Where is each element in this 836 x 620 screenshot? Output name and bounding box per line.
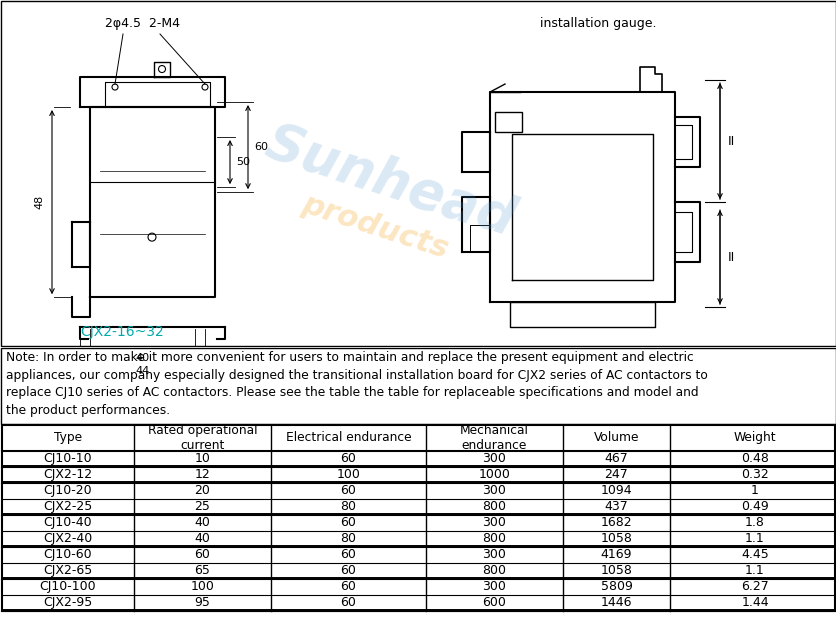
Text: 60: 60 — [340, 516, 356, 529]
Text: 60: 60 — [340, 580, 356, 593]
Text: 300: 300 — [482, 484, 506, 497]
Text: 1.1: 1.1 — [744, 533, 764, 546]
Text: 100: 100 — [336, 468, 360, 481]
Text: 25: 25 — [194, 500, 210, 513]
Text: CJX2-25: CJX2-25 — [43, 500, 93, 513]
Text: 1682: 1682 — [600, 516, 631, 529]
Text: Note: In order to make it more convenient for users to maintain and replace the : Note: In order to make it more convenien… — [6, 351, 707, 417]
Text: CJ10-60: CJ10-60 — [43, 549, 92, 562]
Text: 60: 60 — [340, 596, 356, 609]
Text: installation gauge.: installation gauge. — [539, 17, 655, 30]
Text: 4.45: 4.45 — [740, 549, 768, 562]
Text: 0.49: 0.49 — [740, 500, 768, 513]
Text: Electrical endurance: Electrical endurance — [285, 432, 410, 445]
Text: 10: 10 — [194, 453, 210, 466]
Text: Volume: Volume — [593, 432, 639, 445]
Text: 0.32: 0.32 — [740, 468, 768, 481]
Text: CJ10-10: CJ10-10 — [43, 453, 92, 466]
Text: 800: 800 — [482, 500, 506, 513]
Text: products: products — [298, 190, 451, 265]
Text: 1000: 1000 — [478, 468, 510, 481]
Text: 1094: 1094 — [600, 484, 631, 497]
Text: 800: 800 — [482, 533, 506, 546]
Text: 60: 60 — [194, 549, 210, 562]
Text: 467: 467 — [604, 453, 628, 466]
Text: 300: 300 — [482, 453, 506, 466]
Text: Mechanical
endurance: Mechanical endurance — [460, 424, 528, 452]
Text: 5809: 5809 — [600, 580, 632, 593]
Text: 20: 20 — [194, 484, 210, 497]
Text: 300: 300 — [482, 580, 506, 593]
Text: 80: 80 — [340, 533, 356, 546]
Text: 800: 800 — [482, 564, 506, 577]
Text: 40: 40 — [194, 516, 210, 529]
Text: 1058: 1058 — [600, 533, 632, 546]
Text: Sunhead: Sunhead — [258, 117, 521, 247]
Text: CJX2-95: CJX2-95 — [43, 596, 93, 609]
Text: 48: 48 — [34, 195, 44, 209]
Text: 1446: 1446 — [600, 596, 631, 609]
Text: 247: 247 — [604, 468, 628, 481]
Text: 60: 60 — [340, 453, 356, 466]
Text: Weight: Weight — [733, 432, 775, 445]
Text: 60: 60 — [340, 484, 356, 497]
Text: 2φ4.5  2-M4: 2φ4.5 2-M4 — [104, 17, 180, 30]
Text: 1: 1 — [750, 484, 758, 497]
Text: CJX2-65: CJX2-65 — [43, 564, 93, 577]
Text: 60: 60 — [253, 142, 268, 152]
Text: II: II — [727, 135, 734, 148]
Text: 95: 95 — [194, 596, 210, 609]
Text: 1.1: 1.1 — [744, 564, 764, 577]
Text: 100: 100 — [191, 580, 214, 593]
Text: 44: 44 — [135, 366, 150, 376]
Text: Rated operational
current: Rated operational current — [148, 424, 257, 452]
Text: 80: 80 — [340, 500, 356, 513]
Text: 600: 600 — [482, 596, 506, 609]
Text: 50: 50 — [236, 157, 250, 167]
Text: 65: 65 — [194, 564, 210, 577]
Text: CJ10-20: CJ10-20 — [43, 484, 92, 497]
Text: 6.27: 6.27 — [740, 580, 768, 593]
Text: 437: 437 — [604, 500, 628, 513]
Text: 1.8: 1.8 — [744, 516, 764, 529]
Text: 60: 60 — [340, 564, 356, 577]
Text: Type: Type — [54, 432, 82, 445]
Text: 300: 300 — [482, 549, 506, 562]
Text: CJX2-16~32: CJX2-16~32 — [80, 326, 164, 339]
Text: 1.44: 1.44 — [741, 596, 768, 609]
Text: CJ10-40: CJ10-40 — [43, 516, 92, 529]
Text: CJ10-100: CJ10-100 — [39, 580, 96, 593]
Text: 0.48: 0.48 — [740, 453, 768, 466]
Text: CJX2-40: CJX2-40 — [43, 533, 93, 546]
Text: 60: 60 — [340, 549, 356, 562]
Text: 40: 40 — [135, 353, 150, 363]
Text: 1058: 1058 — [600, 564, 632, 577]
Text: 12: 12 — [195, 468, 210, 481]
Text: 40: 40 — [194, 533, 210, 546]
Text: 300: 300 — [482, 516, 506, 529]
Text: CJX2-12: CJX2-12 — [43, 468, 93, 481]
Text: II: II — [727, 250, 734, 264]
Text: 4169: 4169 — [600, 549, 631, 562]
